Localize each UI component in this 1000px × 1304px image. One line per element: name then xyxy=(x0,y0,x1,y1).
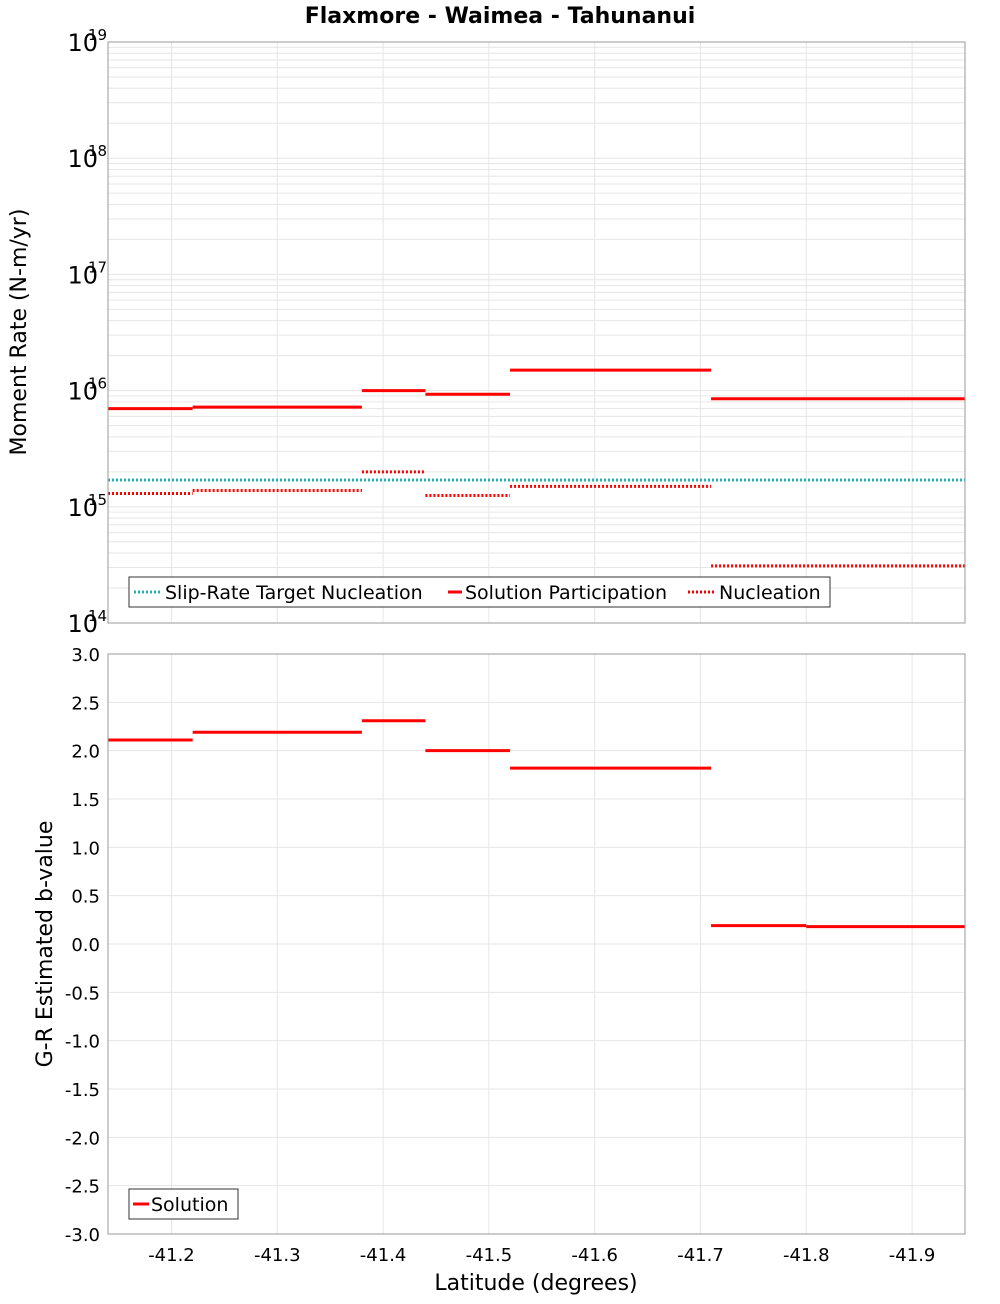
b-value-legend: Solution xyxy=(128,1188,239,1220)
moment-rate-y-tick-exponent: 14 xyxy=(88,607,107,625)
moment-rate-plot-frame xyxy=(107,41,966,624)
chart-title: Flaxmore - Waimea - Tahunanui xyxy=(305,4,696,29)
moment-rate-grid xyxy=(108,42,965,624)
x-tick-label: -41.8 xyxy=(783,1245,830,1266)
x-tick-label: -41.3 xyxy=(254,1245,301,1266)
moment-rate-plot-area xyxy=(108,42,965,623)
b-value-y-axis-label: G-R Estimated b-value xyxy=(33,821,58,1068)
b-value-panel: 3.0 2.5 2.0 1.5 1.0 0.5 0.0 -0.5 -1.0 -1.5 -2.0 -2.… xyxy=(33,645,966,1296)
moment-rate-y-tick-label: 10 xyxy=(67,494,98,522)
moment-rate-legend: Slip-Rate Target Nucleation Solution Part… xyxy=(128,576,831,608)
b-value-y-tick-label: -2.0 xyxy=(65,1128,100,1149)
moment-rate-legend-label-0: Slip-Rate Target Nucleation xyxy=(165,582,423,604)
b-value-y-tick-label: 2.0 xyxy=(71,742,100,763)
moment-rate-legend-label-2: Nucleation xyxy=(719,582,821,604)
moment-rate-y-tick-exponent: 19 xyxy=(88,26,107,44)
x-tick-label: -41.7 xyxy=(677,1245,724,1266)
x-tick-label: -41.5 xyxy=(466,1245,513,1266)
moment-rate-y-tick-label: 10 xyxy=(67,145,98,173)
moment-rate-series xyxy=(108,368,965,568)
moment-rate-y-tick-label: 10 xyxy=(67,29,98,57)
x-tick-label: -41.9 xyxy=(889,1245,936,1266)
b-value-y-tick-label: 2.5 xyxy=(71,693,100,714)
b-value-plot-frame xyxy=(107,653,966,1235)
b-value-y-tick-label: 0.0 xyxy=(71,935,100,956)
b-value-y-tick-label: 0.5 xyxy=(71,887,100,908)
moment-rate-y-tick-exponent: 18 xyxy=(88,142,107,160)
b-value-y-tick-label: -3.0 xyxy=(65,1225,100,1246)
moment-rate-legend-label-1: Solution Participation xyxy=(465,582,667,604)
moment-rate-y-tick-label: 10 xyxy=(67,378,98,406)
x-tick-label: -41.2 xyxy=(148,1245,195,1266)
b-value-y-ticks: 3.0 2.5 2.0 1.5 1.0 0.5 0.0 -0.5 -1.0 -1.5 -2.0 -2.… xyxy=(65,645,100,1246)
b-value-y-tick-label: -1.5 xyxy=(65,1080,100,1101)
moment-rate-y-tick-exponent: 16 xyxy=(88,375,107,393)
moment-rate-y-tick-exponent: 17 xyxy=(88,258,107,276)
b-value-series xyxy=(108,719,965,929)
b-value-y-tick-label: 1.5 xyxy=(71,790,100,811)
moment-rate-y-tick-exponent: 15 xyxy=(88,491,107,509)
x-tick-label: -41.6 xyxy=(571,1245,618,1266)
b-value-y-tick-label: 3.0 xyxy=(71,645,100,666)
x-axis-label: Latitude (degrees) xyxy=(434,1271,637,1296)
b-value-y-tick-label: -2.5 xyxy=(65,1177,100,1198)
b-value-y-tick-label: -1.0 xyxy=(65,1032,100,1053)
moment-rate-y-tick-label: 10 xyxy=(67,261,98,289)
b-value-legend-label: Solution xyxy=(151,1194,228,1216)
moment-rate-y-axis-label: Moment Rate (N-m/yr) xyxy=(7,209,32,456)
latitude-x-ticks: -41.2 -41.3 -41.4 -41.5 -41.6 -41.7 -41.8 -41.9 xyxy=(148,1245,935,1266)
moment-rate-y-tick-label: 10 xyxy=(67,610,98,638)
b-value-y-tick-label: 1.0 xyxy=(71,838,100,859)
b-value-y-tick-label: -0.5 xyxy=(65,983,100,1004)
x-tick-label: -41.4 xyxy=(360,1245,407,1266)
